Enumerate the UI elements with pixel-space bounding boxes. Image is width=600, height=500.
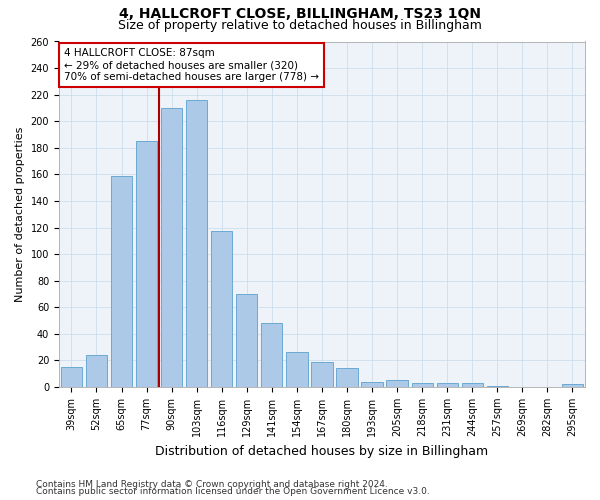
Bar bbox=[487, 386, 508, 387]
Bar bbox=[86, 355, 107, 387]
X-axis label: Distribution of detached houses by size in Billingham: Distribution of detached houses by size … bbox=[155, 444, 488, 458]
Text: Contains public sector information licensed under the Open Government Licence v3: Contains public sector information licen… bbox=[36, 487, 430, 496]
Bar bbox=[261, 323, 283, 387]
Y-axis label: Number of detached properties: Number of detached properties bbox=[15, 126, 25, 302]
Bar bbox=[186, 100, 208, 387]
Bar bbox=[562, 384, 583, 387]
Text: Size of property relative to detached houses in Billingham: Size of property relative to detached ho… bbox=[118, 19, 482, 32]
Bar bbox=[337, 368, 358, 387]
Bar bbox=[111, 176, 132, 387]
Bar bbox=[361, 382, 383, 387]
Bar bbox=[311, 362, 332, 387]
Bar bbox=[136, 141, 157, 387]
Bar bbox=[386, 380, 408, 387]
Bar bbox=[286, 352, 308, 387]
Bar bbox=[61, 367, 82, 387]
Text: 4 HALLCROFT CLOSE: 87sqm
← 29% of detached houses are smaller (320)
70% of semi-: 4 HALLCROFT CLOSE: 87sqm ← 29% of detach… bbox=[64, 48, 319, 82]
Bar bbox=[437, 383, 458, 387]
Bar bbox=[461, 383, 483, 387]
Bar bbox=[161, 108, 182, 387]
Bar bbox=[236, 294, 257, 387]
Text: Contains HM Land Registry data © Crown copyright and database right 2024.: Contains HM Land Registry data © Crown c… bbox=[36, 480, 388, 489]
Bar bbox=[412, 383, 433, 387]
Bar bbox=[211, 232, 232, 387]
Text: 4, HALLCROFT CLOSE, BILLINGHAM, TS23 1QN: 4, HALLCROFT CLOSE, BILLINGHAM, TS23 1QN bbox=[119, 8, 481, 22]
